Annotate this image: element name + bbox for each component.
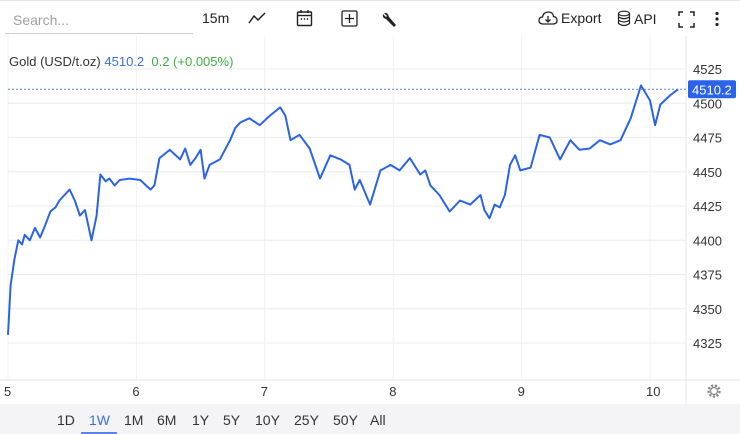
line-chart-icon[interactable] <box>248 11 266 25</box>
y-tick-label: 4325 <box>693 336 722 351</box>
active-range-indicator <box>81 432 117 434</box>
legend-change: 0.2 (+0.005%) <box>151 54 234 69</box>
wrench-icon[interactable] <box>381 11 398 28</box>
range-25y[interactable]: 25Y <box>294 412 319 428</box>
range-5y[interactable]: 5Y <box>223 412 241 428</box>
x-tick-label: 8 <box>389 384 396 399</box>
more-icon[interactable] <box>714 11 720 27</box>
x-tick-label: 5 <box>4 384 11 399</box>
legend-price: 4510.2 <box>104 54 145 69</box>
api-button[interactable]: API <box>617 10 657 27</box>
y-tick-label: 4450 <box>693 165 722 180</box>
y-tick-label: 4375 <box>693 268 722 283</box>
y-tick-label: 4500 <box>693 96 722 111</box>
y-tick-label: 4475 <box>693 131 722 146</box>
range-all[interactable]: All <box>370 412 386 428</box>
y-tick-label: 4425 <box>693 199 722 214</box>
range-1d[interactable]: 1D <box>57 412 75 428</box>
range-bar: 1D 1W 1M 6M 1Y 5Y 10Y 25Y 50Y All <box>0 404 740 434</box>
x-tick-label: 6 <box>132 384 139 399</box>
price-chart[interactable]: 5 6 7 8 9 10 4325 4350 4375 4400 4425 4450 4475 4500… <box>0 0 740 404</box>
export-label: Export <box>561 10 602 26</box>
database-icon <box>617 10 631 27</box>
x-tick-label: 7 <box>261 384 268 399</box>
calendar-icon[interactable] <box>296 9 313 27</box>
range-1w[interactable]: 1W <box>89 412 110 428</box>
y-tick-label: 4525 <box>693 62 722 77</box>
last-price-label: 4510.2 <box>692 82 732 97</box>
api-label: API <box>634 10 657 27</box>
y-tick-label: 4400 <box>693 233 722 248</box>
search-input[interactable] <box>5 7 193 34</box>
y-tick-label: 4350 <box>693 302 722 317</box>
range-6m[interactable]: 6M <box>157 412 177 428</box>
range-1m[interactable]: 1M <box>124 412 144 428</box>
range-10y[interactable]: 10Y <box>255 412 280 428</box>
x-tick-label: 9 <box>518 384 525 399</box>
range-1y[interactable]: 1Y <box>192 412 210 428</box>
interval-selector[interactable]: 15m <box>202 10 230 26</box>
cloud-download-icon <box>538 11 558 25</box>
price-line <box>7 84 679 335</box>
export-button[interactable]: Export <box>538 10 601 26</box>
settings-icon[interactable] <box>707 384 721 398</box>
toolbar: 15m Export API <box>0 0 740 36</box>
fullscreen-icon[interactable] <box>678 11 695 28</box>
add-icon[interactable] <box>341 10 358 27</box>
last-price-badge <box>688 80 736 99</box>
x-tick-label: 10 <box>646 384 660 399</box>
chart-legend: Gold (USD/t.oz) 4510.2 0.2 (+0.005%) <box>9 54 233 69</box>
range-50y[interactable]: 50Y <box>333 412 358 428</box>
instrument-name: Gold (USD/t.oz) <box>9 54 101 69</box>
